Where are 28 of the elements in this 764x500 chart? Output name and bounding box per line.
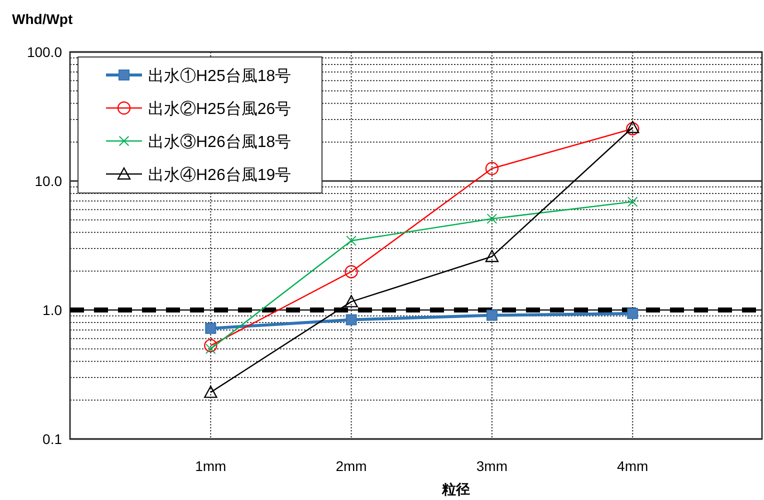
legend-label: 出水③H26台風18号 (148, 133, 292, 151)
point (486, 214, 497, 224)
point (346, 314, 357, 326)
y-tick-label: 0.1 (42, 431, 62, 447)
x-tick-label: 1mm (195, 458, 226, 474)
point (485, 162, 499, 176)
x-tick-label: 3mm (476, 458, 508, 474)
x-axis-title: 粒径 (441, 481, 470, 497)
point (346, 236, 356, 246)
point (204, 386, 218, 398)
y-tick-label: 10.0 (34, 173, 62, 189)
point (485, 250, 499, 262)
point (627, 308, 638, 319)
point (344, 265, 358, 278)
legend-label: 出水①H25台風18号 (148, 67, 292, 85)
legend-label: 出水②H25台風26号 (148, 100, 292, 118)
point (486, 310, 498, 321)
x-tick-label: 4mm (617, 458, 648, 474)
point (204, 338, 218, 352)
y-axis-title: Whd/Wpt (12, 11, 73, 27)
y-tick-label: 100.0 (26, 44, 62, 60)
y-tick-label: 1.0 (42, 302, 62, 318)
x-tick-label: 2mm (336, 458, 367, 474)
point (344, 295, 358, 308)
point (206, 344, 216, 354)
point (628, 196, 638, 207)
point (205, 322, 216, 334)
legend-label: 出水④H26台風19号 (148, 166, 292, 184)
